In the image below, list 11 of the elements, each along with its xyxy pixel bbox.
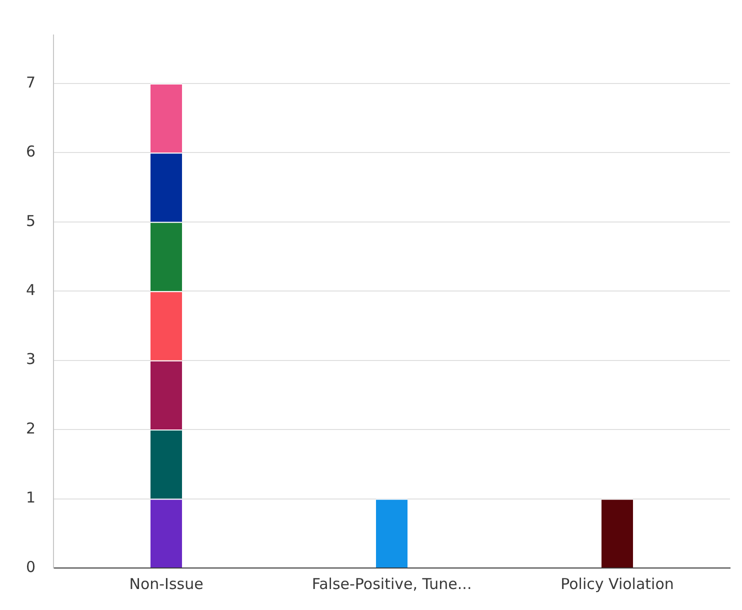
x-tick-label: Policy Violation xyxy=(560,574,674,593)
y-tick-label: 4 xyxy=(26,281,36,300)
y-tick-label: 3 xyxy=(26,350,36,368)
x-tick-label: Non-Issue xyxy=(129,574,204,593)
y-tick-label: 0 xyxy=(26,558,36,576)
y-tick-label: 5 xyxy=(26,212,36,230)
y-tick-label: 7 xyxy=(26,73,36,92)
x-tick-label: False-Positive, Tune... xyxy=(312,574,472,593)
y-tick-label: 2 xyxy=(26,419,36,438)
y-tick-label: 6 xyxy=(26,142,36,161)
y-tick-label: 1 xyxy=(26,488,36,507)
